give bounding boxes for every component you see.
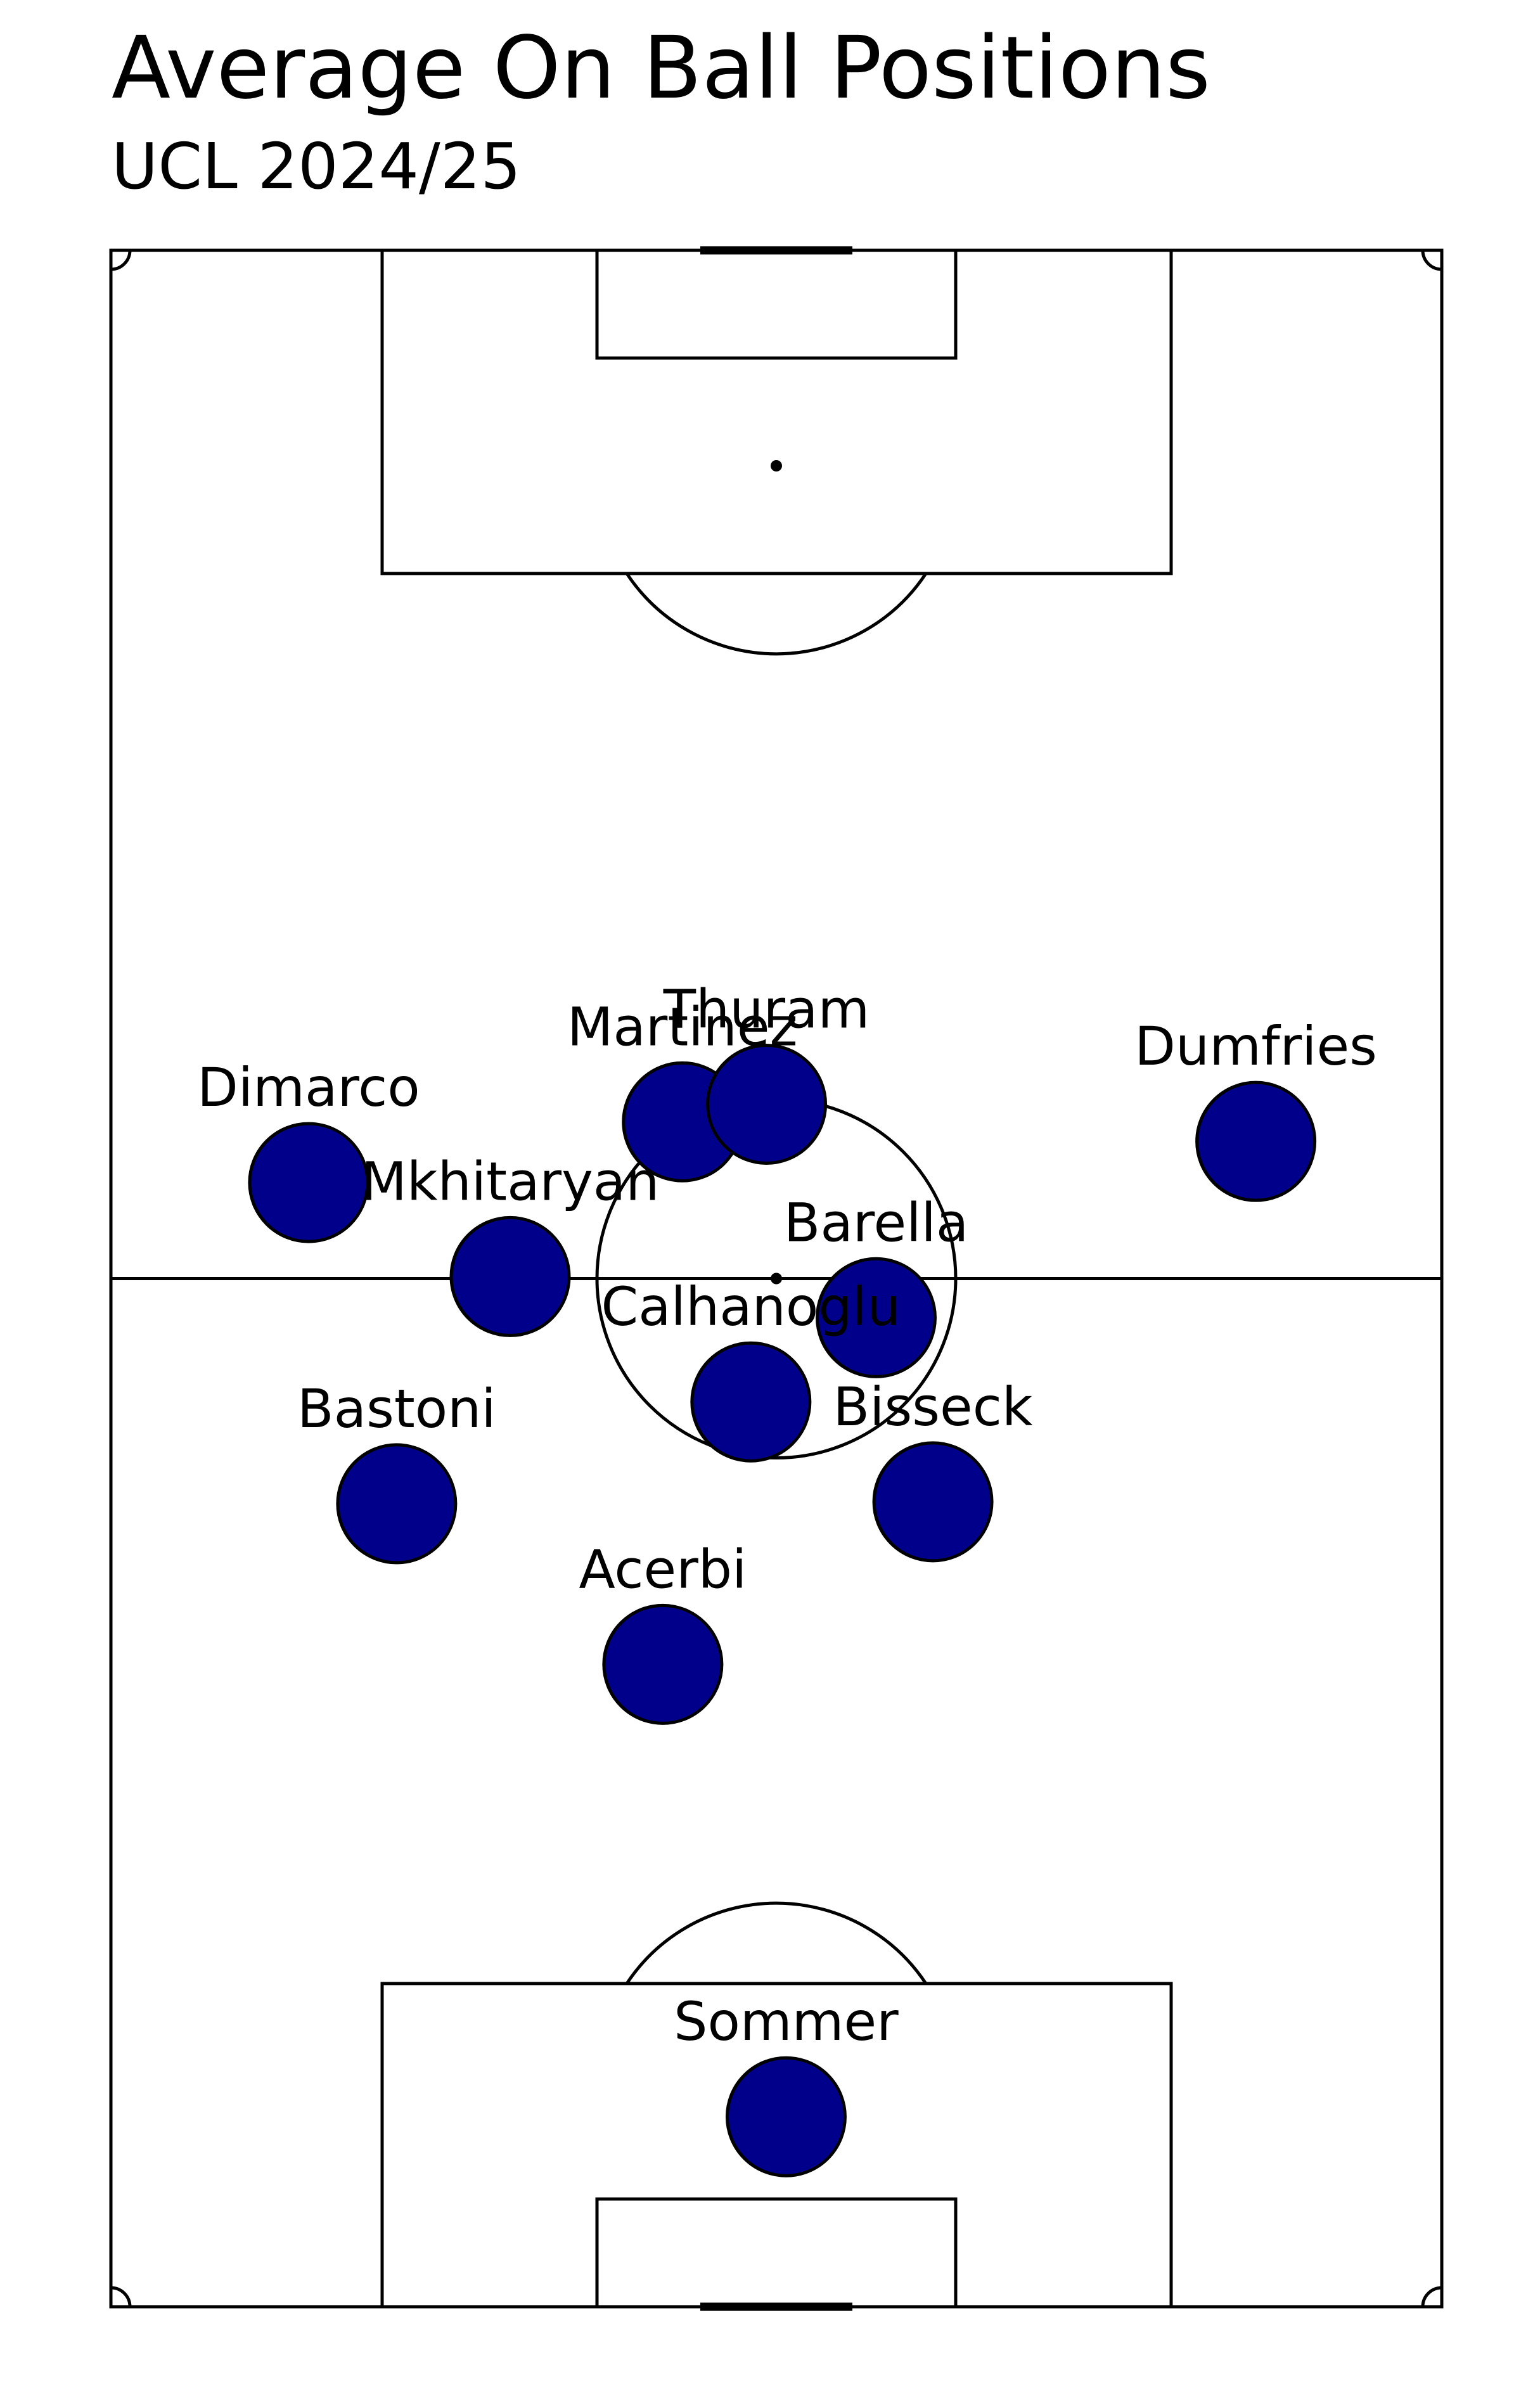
player-marker-calhanoglu [690, 1341, 812, 1463]
player-marker-dumfries [1195, 1080, 1317, 1202]
corner-arc-top-right [1421, 250, 1442, 271]
chart-subtitle: UCL 2024/25 [112, 129, 521, 203]
player-label-calhanoglu: Calhanoglu [601, 1276, 901, 1338]
player-label-martinez: Martinez [567, 996, 798, 1058]
player-marker-barella [816, 1257, 937, 1378]
top-six-yard-box [595, 248, 958, 360]
player-label-dumfries: Dumfries [1134, 1015, 1377, 1077]
bottom-six-yard-box [595, 2197, 958, 2309]
player-label-dimarco: Dimarco [197, 1056, 420, 1119]
corner-arc-bottom-right [1421, 2286, 1442, 2307]
corner-arc-top-left [110, 250, 132, 271]
player-label-thuram: Thuram [663, 978, 870, 1040]
top-penalty-box [380, 248, 1173, 575]
player-label-acerbi: Acerbi [579, 1538, 747, 1600]
player-marker-dimarco [248, 1122, 369, 1243]
chart-title: Average On Ball Positions [112, 18, 1210, 119]
player-label-sommer: Sommer [674, 1991, 899, 2053]
player-label-bisseck: Bisseck [833, 1376, 1033, 1438]
players-layer: Sommer Acerbi Bisseck Bastoni Calhanoglu Bare… [197, 978, 1377, 2177]
top-penalty-arc [625, 572, 928, 656]
corner-arc-bottom-left [110, 2286, 132, 2307]
player-marker-thuram [706, 1043, 828, 1165]
player-label-mkhitaryan: Mkhitaryan [361, 1150, 659, 1212]
player-marker-mkhitaryan [449, 1215, 571, 1337]
bottom-penalty-arc [625, 1901, 928, 1985]
player-marker-sommer [725, 2056, 847, 2177]
player-marker-bastoni [336, 1443, 458, 1565]
pitch-markings [109, 246, 1444, 2311]
player-marker-acerbi [602, 1603, 724, 1725]
center-spot [771, 1273, 782, 1285]
player-label-barella: Barella [784, 1191, 969, 1254]
top-penalty-spot [771, 460, 782, 471]
player-marker-bisseck [872, 1441, 994, 1563]
player-label-bastoni: Bastoni [297, 1378, 496, 1440]
